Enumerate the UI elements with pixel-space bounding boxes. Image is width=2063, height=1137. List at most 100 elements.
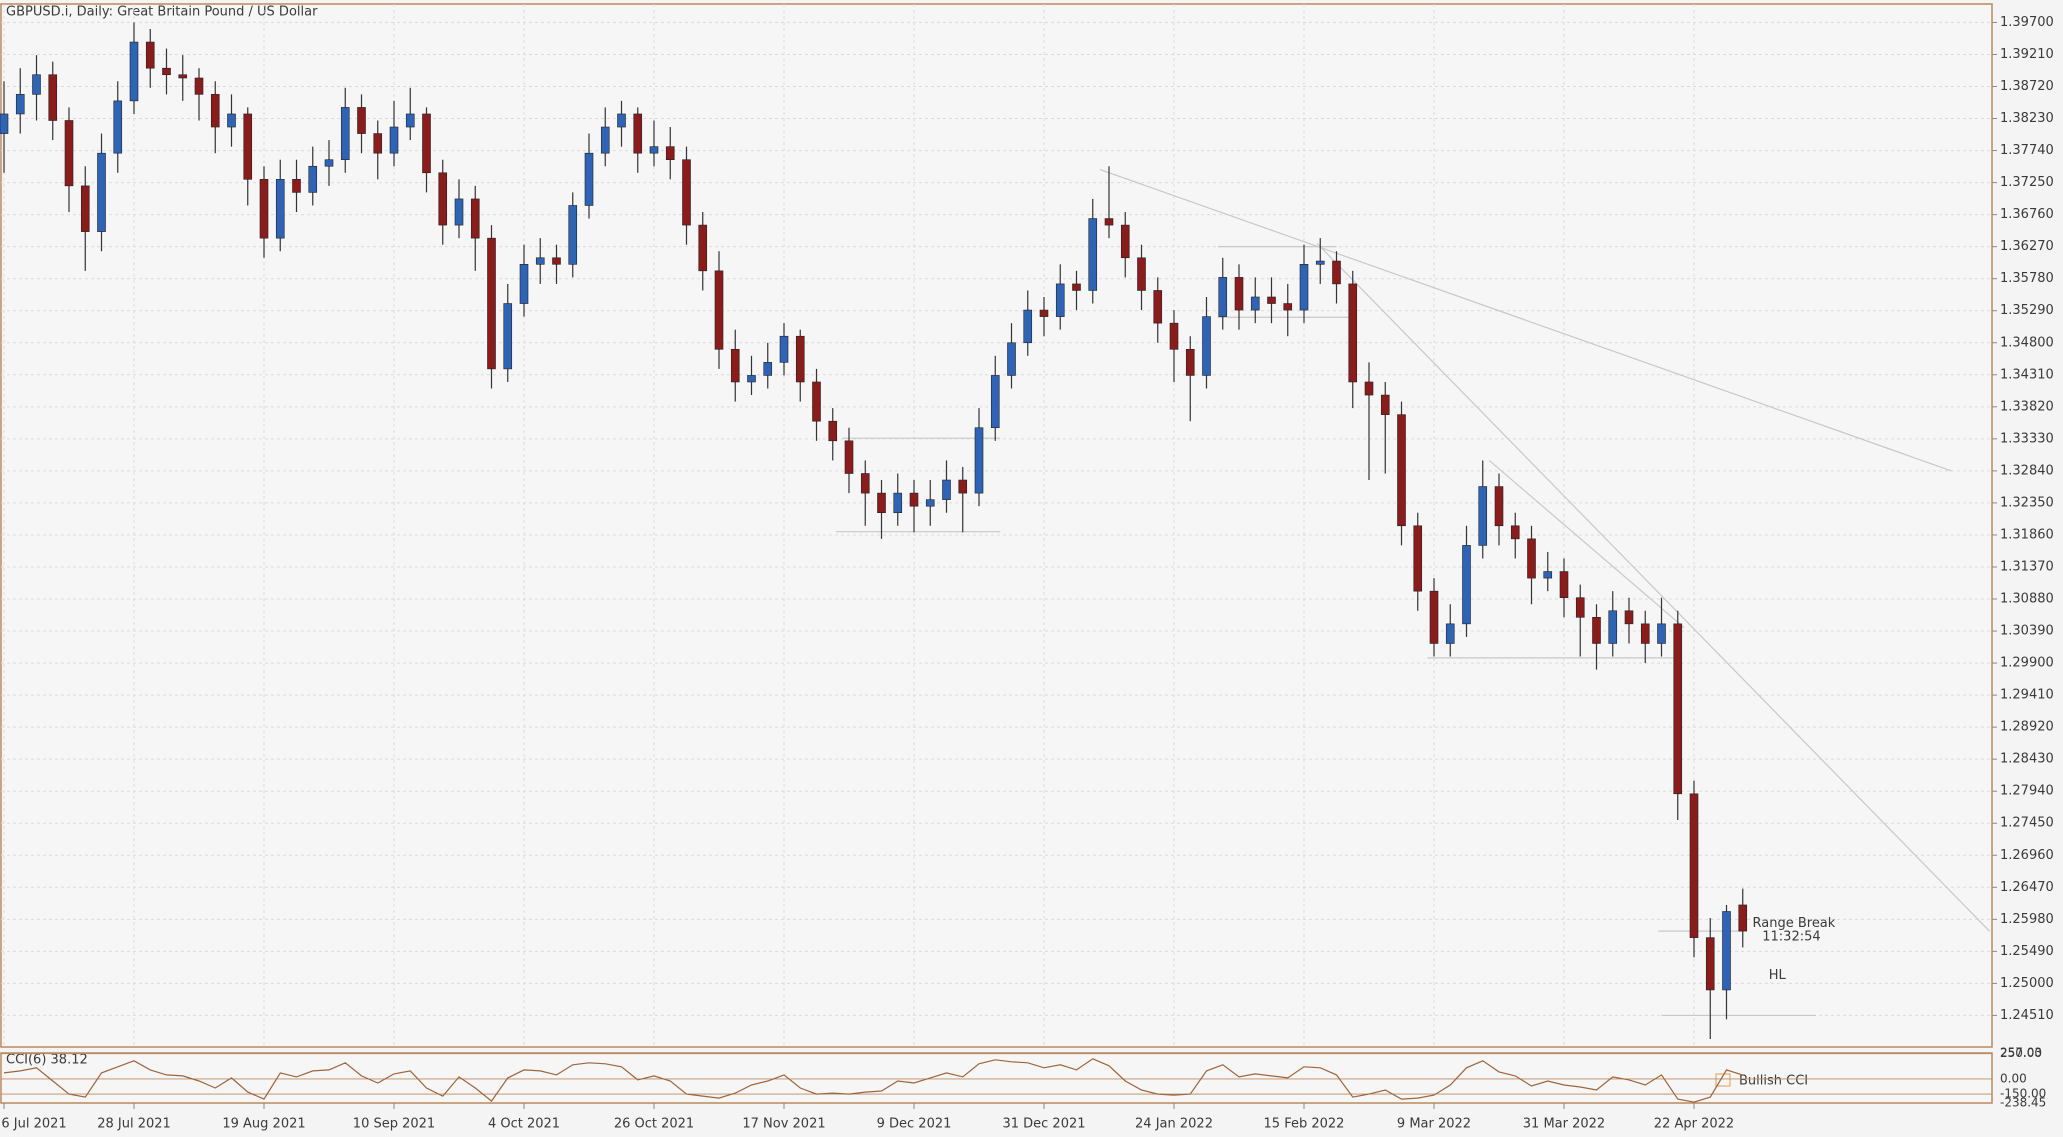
candle-body [1738, 904, 1748, 932]
candle-body [405, 113, 415, 128]
candle-body [1510, 525, 1520, 540]
candle-body [1185, 348, 1195, 376]
candle-body [1380, 394, 1390, 415]
candle-body [438, 172, 448, 226]
candle-body [389, 126, 399, 154]
cci-line [3, 1058, 1743, 1103]
x-tick-label: 31 Dec 2021 [1002, 1117, 1085, 1132]
candle-body [1608, 610, 1618, 644]
candle-body [1039, 309, 1049, 317]
candle-body [925, 499, 935, 507]
candle-body [1169, 322, 1179, 350]
candle-body [178, 74, 188, 79]
y-tick-label: 1.33820 [2000, 399, 2054, 414]
candle-body [454, 198, 464, 226]
candle-body [617, 113, 626, 128]
candle-body [747, 375, 756, 383]
candle-body [1364, 381, 1374, 396]
candle-body [1397, 414, 1406, 527]
trend-line [1316, 242, 1991, 932]
candle-body [1234, 277, 1244, 311]
y-tick-label: 1.39210 [2000, 47, 2054, 62]
y-tick-label: 1.28430 [2000, 752, 2054, 767]
candle-body [552, 257, 561, 265]
x-tick-label: 28 Jul 2021 [97, 1117, 171, 1132]
candle-body [422, 113, 431, 174]
candle-body [1007, 342, 1016, 376]
cci-tick-label: -150.00 [2000, 1087, 2046, 1101]
y-tick-label: 1.32350 [2000, 495, 2054, 510]
y-tick-label: 1.38230 [2000, 111, 2054, 126]
candle-body [795, 335, 805, 383]
cci-tick-label: 250.00 [2000, 1046, 2042, 1060]
candle-body [909, 492, 919, 507]
y-tick-label: 1.37250 [2000, 175, 2054, 190]
y-tick-label: 1.33330 [2000, 431, 2054, 446]
candle-body [80, 185, 90, 232]
candle-body [1527, 538, 1536, 579]
y-tick-label: 1.36760 [2000, 207, 2054, 222]
candle-body [682, 159, 691, 226]
candle-body [227, 113, 236, 128]
x-tick-label: 10 Sep 2021 [353, 1117, 435, 1132]
y-tick-label: 1.29900 [2000, 656, 2054, 671]
price-pane [0, 3, 1993, 1048]
candle-body [877, 492, 886, 514]
candle-body [958, 479, 968, 494]
cci-label: CCI(6) 38.12 [6, 1053, 88, 1068]
candle-body [649, 146, 659, 154]
y-tick-label: 1.35780 [2000, 271, 2054, 286]
annotation: HL [1769, 968, 1787, 983]
candle-body [1494, 486, 1504, 527]
candle-body [812, 381, 821, 422]
candle-body [324, 159, 334, 167]
candle-body [0, 113, 9, 134]
x-tick-label: 4 Oct 2021 [488, 1117, 560, 1132]
y-tick-label: 1.37740 [2000, 143, 2054, 158]
y-tick-label: 1.26470 [2000, 880, 2054, 895]
candle-body [308, 165, 318, 193]
candle-body [15, 94, 25, 115]
cci-tick-label: 257.03 [2000, 1046, 2042, 1060]
candle-body [860, 473, 870, 494]
candle-body [470, 198, 480, 239]
candle-body [893, 492, 903, 514]
y-tick-label: 1.29410 [2000, 688, 2054, 703]
candle-body [1250, 296, 1260, 311]
candle-body [97, 152, 106, 232]
x-tick-label: 19 Aug 2021 [222, 1117, 305, 1132]
candle-body [1592, 617, 1601, 644]
y-tick-label: 1.30390 [2000, 624, 2054, 639]
candle-body [357, 107, 366, 134]
candle-body [990, 375, 1000, 429]
candle-body [828, 420, 838, 442]
y-tick-label: 1.35290 [2000, 303, 2054, 318]
x-tick-label: 24 Jan 2022 [1135, 1117, 1213, 1132]
x-tick-label: 9 Mar 2022 [1397, 1117, 1471, 1132]
y-tick-label: 1.27450 [2000, 816, 2054, 831]
candle-body [1673, 623, 1683, 795]
y-tick-label: 1.30880 [2000, 592, 2054, 607]
signal-icon [1715, 1073, 1731, 1087]
y-tick-label: 1.31370 [2000, 559, 2054, 574]
candle-body [210, 94, 220, 128]
candle-body [942, 479, 951, 500]
candle-body [1478, 486, 1488, 546]
candle-body [1218, 277, 1228, 317]
candle-body [243, 113, 253, 180]
candle-body [1413, 525, 1423, 592]
candle-body [275, 179, 285, 239]
candle-body [1120, 224, 1130, 259]
candle-body [1153, 290, 1163, 324]
candle-body [48, 74, 58, 121]
candle-body [259, 179, 269, 239]
x-tick-label: 22 Apr 2022 [1654, 1117, 1734, 1132]
candle-body [1299, 264, 1309, 311]
chart-title: GBPUSD.i, Daily: Great Britain Pound / U… [6, 5, 318, 20]
y-tick-label: 1.25980 [2000, 912, 2054, 927]
cci-tick-label: -238.45 [2000, 1096, 2046, 1110]
candle-body [568, 205, 578, 265]
candle-body [633, 113, 643, 154]
candle-body [1689, 793, 1699, 938]
